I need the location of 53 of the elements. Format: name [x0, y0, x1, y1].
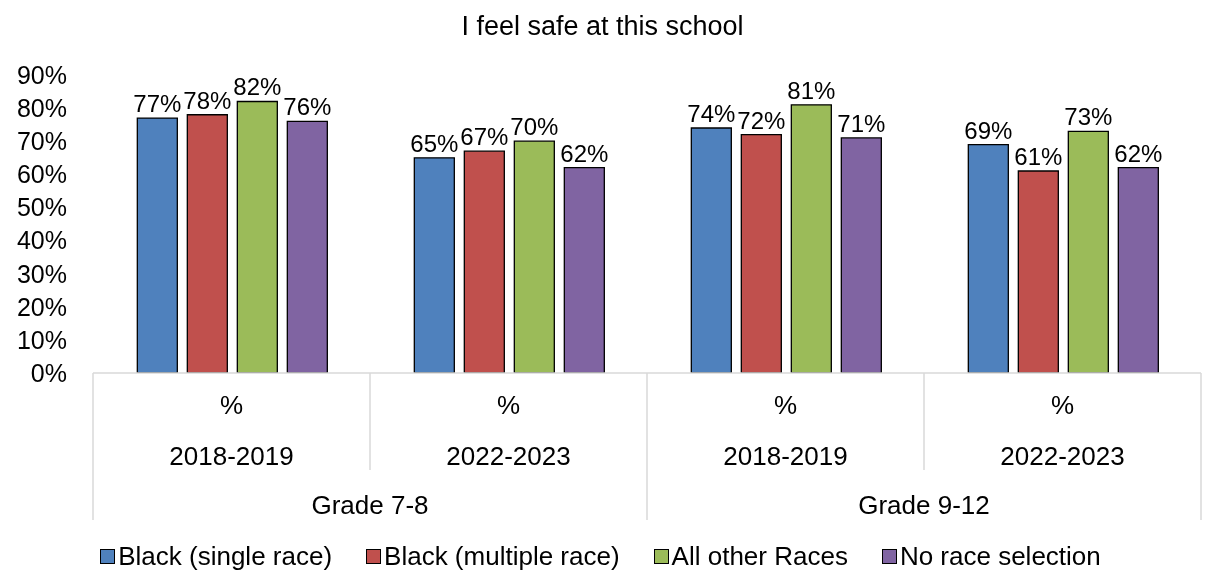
text: Grade 7-8: [311, 490, 429, 520]
data-label: 70%: [510, 113, 559, 141]
bar: [740, 133, 782, 373]
bar: [136, 117, 178, 373]
y-tick-label: 20%: [16, 292, 67, 321]
bar: [186, 114, 228, 373]
data-label: 74%: [687, 99, 736, 127]
bar: [563, 167, 605, 373]
data-label: 77%: [133, 90, 182, 118]
data-label: 82%: [233, 73, 282, 101]
bar: [967, 143, 1009, 373]
bar: [513, 140, 555, 373]
data-label: 62%: [1114, 139, 1163, 167]
y-tick-label: 70%: [16, 127, 67, 156]
data-label: 81%: [787, 76, 836, 104]
bar: [463, 150, 505, 373]
y-tick-label: 10%: [16, 325, 67, 354]
data-label: 61%: [1014, 143, 1063, 171]
bar: [790, 104, 832, 373]
x-tick-label: % 2022-2023: [1000, 390, 1125, 471]
bar: [1067, 130, 1109, 373]
data-label: 72%: [737, 106, 786, 134]
data-label: 76%: [283, 93, 332, 121]
legend-label: Black (multiple race): [384, 540, 620, 572]
y-tick-label: 40%: [16, 226, 67, 255]
data-label: 73%: [1064, 103, 1113, 131]
data-label: 62%: [560, 139, 609, 167]
text: Grade 9-12: [858, 490, 990, 520]
bar: [1117, 167, 1159, 373]
bar: [840, 137, 882, 373]
legend-label: All other Races: [671, 540, 848, 572]
chart-title: I feel safe at this school: [460, 10, 745, 43]
legend-label: No race selection: [899, 540, 1101, 572]
y-tick-label: 90%: [16, 60, 67, 89]
legend-label: Black (single race): [118, 540, 333, 572]
data-label: 67%: [460, 123, 509, 151]
data-label: 78%: [183, 86, 232, 114]
bar: [1017, 170, 1059, 373]
bar: [690, 127, 732, 373]
x-tick-label: % 2022-2023: [446, 390, 571, 471]
bar: [236, 100, 278, 373]
x-tick-label: % 2018-2019: [723, 390, 848, 471]
y-tick-label: 0%: [30, 358, 67, 387]
x-tick-label: % 2018-2019: [169, 390, 294, 471]
data-label: 69%: [964, 116, 1013, 144]
data-label: 71%: [837, 109, 886, 137]
y-tick-label: 60%: [16, 160, 67, 189]
bar: [286, 120, 328, 373]
y-tick-label: 50%: [16, 193, 67, 222]
data-label: 65%: [410, 129, 459, 157]
y-tick-label: 30%: [16, 259, 67, 288]
bar: [413, 157, 455, 373]
y-tick-label: 80%: [16, 93, 67, 122]
